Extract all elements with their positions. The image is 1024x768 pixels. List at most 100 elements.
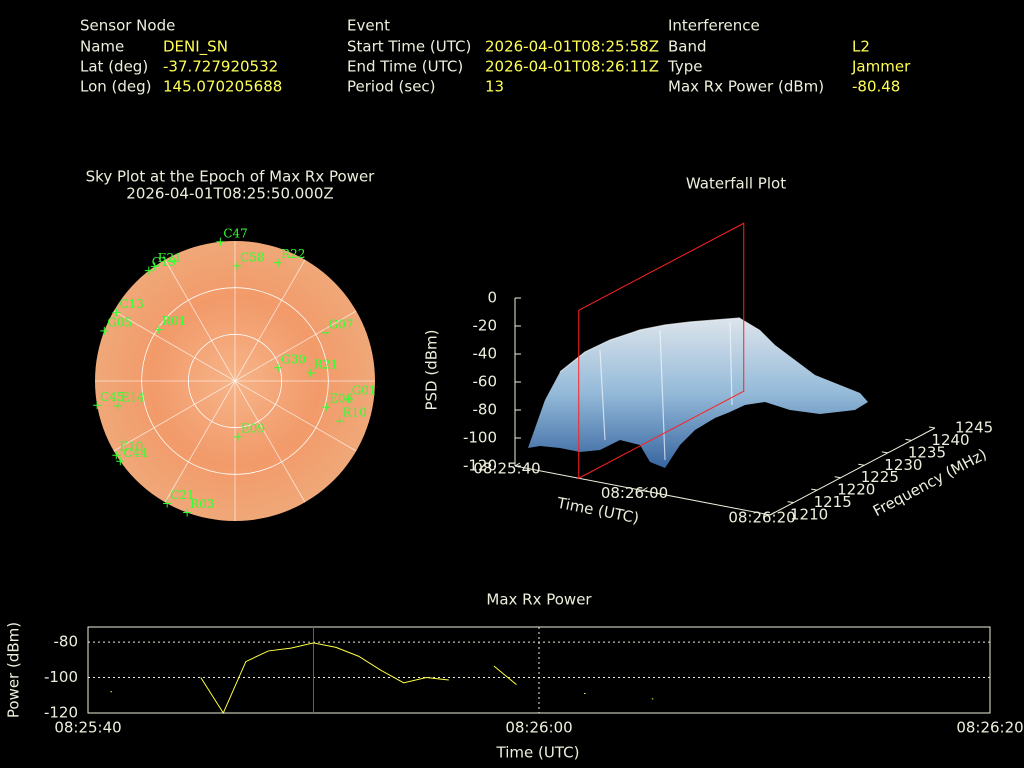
y-tick [763,513,771,516]
satellite-marker [116,457,125,466]
field-label: End Time (UTC) [347,58,463,76]
satellite [100,326,109,335]
satellite-label: C58 [240,250,264,264]
x-tick-label: 08:25:40 [54,719,121,737]
satellite-label: R10 [343,406,367,420]
satellite-marker [335,417,344,426]
satellite-marker [163,499,172,508]
satellite [183,508,192,517]
section-title: Interference [668,17,760,35]
field-label: Lon (deg) [80,78,152,96]
satellite-marker [113,401,122,410]
satellite [144,266,153,275]
satellite-marker [150,262,159,271]
field-value: 2026-04-01T08:26:11Z [485,58,659,76]
x-tick-label: 08:26:00 [505,719,572,737]
chart-subtitle: 2026-04-01T08:25:50.000Z [126,185,333,203]
y-tick [881,451,888,454]
sky-spoke [113,310,236,382]
satellite [233,261,242,270]
y-tick-label: 1210 [790,506,828,524]
sky-spoke [234,380,357,452]
field-value: 13 [485,78,504,96]
y-tick-label: 1230 [884,456,922,474]
chart-title: Waterfall Plot [686,175,786,193]
satellite-marker [112,451,121,460]
field-value: 2026-04-01T08:25:58Z [485,38,659,56]
plot-frame [87,626,991,714]
sky-spoke [113,380,236,452]
field-label: Name [80,38,124,56]
y-tick-label: 1235 [908,443,946,461]
freq-axis [769,427,936,516]
satellite [93,401,102,410]
satellite-label: R01 [162,314,186,328]
field-label: Start Time (UTC) [347,38,471,56]
satellite-marker [233,432,242,441]
satellite-marker [144,266,153,275]
satellite-label: C47 [223,226,247,240]
y-tick [905,438,912,441]
satellite [150,262,159,271]
field-label: Type [667,58,702,76]
field-value: DENI_SN [163,38,228,57]
z-tick-label: -120 [463,457,497,475]
epoch-plane [578,222,745,480]
y-tick-label: 1225 [861,468,899,486]
y-tick-label: -120 [44,704,78,722]
x-tick [642,487,648,491]
sky-spoke [234,380,306,503]
satellite [321,328,330,337]
waterfall-surface [528,318,868,468]
satellite [216,237,225,246]
satellite [322,403,331,412]
x-tick-label: 08:26:00 [601,484,668,502]
y-axis-label: Power (dBm) [5,622,23,718]
sky-ring [141,287,329,475]
section-title: Sensor Node [80,17,175,35]
satellite-label: E21 [158,251,182,265]
satellite [154,325,163,334]
satellite-label: C21 [170,488,194,502]
section-title: Event [347,17,390,35]
satellite-label: E09 [241,421,265,435]
y-tick-label: -100 [44,668,78,686]
z-axis-label: PSD (dBm) [423,329,441,410]
satellite-marker [100,326,109,335]
field-value: 145.070205688 [163,78,282,96]
satellite-marker [112,308,121,317]
satellite-label: C13 [119,297,143,311]
satellite-label: G01 [352,384,377,398]
satellite-marker [216,237,225,246]
satellite-marker [344,395,353,404]
x-tick [769,511,776,516]
satellite-marker [183,508,192,517]
satellite-label: R03 [190,497,214,511]
y-tick [811,488,818,491]
z-tick-label: -80 [473,401,498,419]
satellite-label: G30 [281,352,306,366]
y-tick [858,463,865,466]
satellite [163,499,172,508]
y-tick-label: 1220 [837,481,875,499]
satellite [116,457,125,466]
satellite-marker [233,261,242,270]
x-tick-label: 08:26:20 [956,719,1023,737]
satellite [112,451,121,460]
y-tick [834,476,841,479]
z-tick-label: 0 [487,289,497,307]
satellite [233,432,242,441]
z-tick-label: -40 [473,345,498,363]
z-tick-label: -20 [473,317,498,335]
field-value: L2 [852,38,870,56]
field-label: Period (sec) [347,78,436,96]
y-tick-label: 1240 [931,431,969,449]
satellite-marker [154,325,163,334]
sky-spoke [234,259,306,382]
satellite-marker [322,403,331,412]
x-tick-label: 08:25:40 [473,460,540,478]
satellite-label: E14 [121,390,145,404]
y-tick-label: -80 [54,633,79,651]
x-tick-label: 08:26:20 [728,509,795,527]
